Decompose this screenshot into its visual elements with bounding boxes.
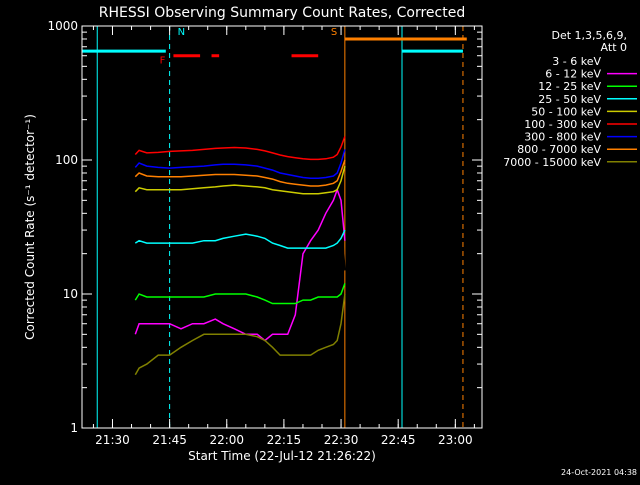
chart-title: RHESSI Observing Summary Count Rates, Co… bbox=[99, 5, 465, 21]
x-axis-label: Start Time (22-Jul-12 21:26:22) bbox=[188, 449, 376, 463]
legend-label-8: 7000 - 15000 keV bbox=[503, 156, 601, 169]
y-tick-label: 1000 bbox=[47, 19, 78, 33]
series-line-0 bbox=[134, 213, 346, 419]
x-tick-label: 21:30 bbox=[95, 433, 130, 447]
series-line-6 bbox=[134, 149, 346, 180]
series-line-2 bbox=[134, 283, 346, 305]
x-tick-label: 22:15 bbox=[267, 433, 302, 447]
plot-area bbox=[82, 26, 467, 428]
x-tick-label: 22:30 bbox=[324, 433, 359, 447]
legend-label-1: 6 - 12 keV bbox=[545, 68, 601, 81]
y-tick-label: 1 bbox=[70, 421, 78, 435]
y-axis-label: Corrected Count Rate (s⁻¹ detector⁻¹) bbox=[23, 114, 37, 340]
annotation-N: N bbox=[178, 27, 185, 38]
x-tick-label: 22:00 bbox=[209, 433, 244, 447]
legend-label-2: 12 - 25 keV bbox=[538, 80, 601, 93]
series-line-5 bbox=[134, 136, 346, 161]
legend-label-4: 50 - 100 keV bbox=[531, 105, 601, 118]
legend-label-0: 3 - 6 keV bbox=[552, 55, 601, 68]
legend-label-6: 300 - 800 keV bbox=[524, 131, 601, 144]
legend-label-5: 100 - 300 keV bbox=[524, 118, 601, 131]
series-line-3 bbox=[134, 229, 346, 249]
annotation-S: S bbox=[331, 27, 337, 38]
x-tick-label: 21:45 bbox=[152, 433, 187, 447]
legend-header-line-1: Det 1,3,5,6,9, bbox=[551, 29, 627, 42]
series-line-1 bbox=[134, 187, 346, 342]
timestamp: 24-Oct-2021 04:38 bbox=[561, 468, 637, 477]
plot-frame bbox=[81, 25, 483, 429]
y-tick-label: 100 bbox=[55, 153, 78, 167]
series-line-8 bbox=[134, 293, 346, 376]
legend-label-3: 25 - 50 keV bbox=[538, 93, 601, 106]
series-line-4 bbox=[134, 165, 346, 195]
x-tick-label: 22:45 bbox=[381, 433, 416, 447]
legend-label-7: 800 - 7000 keV bbox=[517, 143, 601, 156]
series-line-7 bbox=[134, 159, 346, 187]
legend-header-line-2: Att 0 bbox=[601, 41, 627, 54]
x-tick-label: 23:00 bbox=[438, 433, 473, 447]
y-tick-label: 10 bbox=[63, 287, 78, 301]
annotation-F: F bbox=[160, 56, 166, 67]
